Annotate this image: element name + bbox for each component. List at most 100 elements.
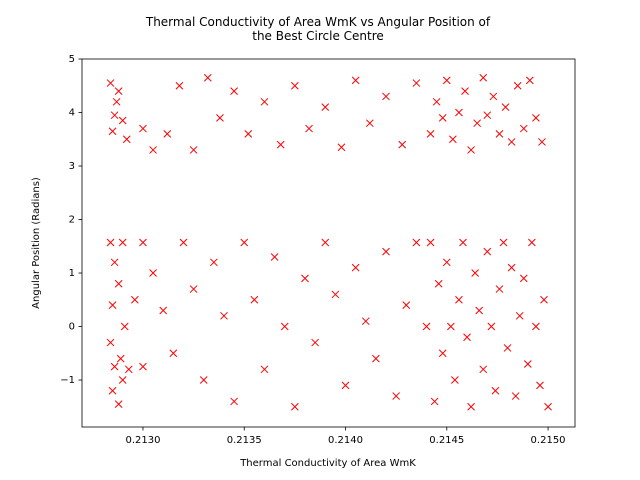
point [120, 322, 129, 331]
point [244, 130, 253, 138]
point [449, 135, 457, 144]
point [260, 97, 269, 106]
point [495, 285, 504, 293]
point [503, 344, 512, 352]
point [163, 130, 172, 138]
point [139, 238, 147, 247]
point [536, 381, 544, 390]
point [451, 376, 459, 384]
point [321, 238, 330, 247]
point [455, 108, 463, 117]
point [124, 365, 133, 374]
point [467, 402, 475, 411]
y-tick-label: −1 [60, 375, 75, 386]
y-tick-label: 1 [69, 268, 75, 279]
point [507, 138, 516, 146]
point [118, 116, 127, 125]
point [430, 397, 439, 406]
point [270, 253, 279, 261]
point [446, 322, 455, 331]
point [519, 124, 528, 133]
point [131, 295, 139, 304]
point [305, 124, 313, 133]
point [434, 279, 443, 288]
point [540, 295, 548, 304]
point [513, 81, 522, 90]
point [331, 290, 340, 299]
point [392, 392, 401, 400]
point [114, 279, 123, 288]
point [230, 397, 238, 406]
point [291, 402, 299, 411]
point [528, 238, 536, 247]
point [515, 311, 524, 320]
point [461, 87, 469, 95]
point [463, 333, 471, 342]
point [276, 140, 285, 149]
point [402, 301, 411, 309]
point [507, 263, 516, 272]
chart-title: Thermal Conductivity of Area WmK vs Angu… [145, 15, 491, 43]
point [489, 92, 498, 101]
point [351, 76, 360, 85]
point [106, 79, 115, 87]
point [361, 317, 370, 326]
point [301, 274, 309, 283]
x-tick-label: 0.2130 [125, 435, 160, 446]
point [122, 135, 131, 144]
point [106, 238, 115, 247]
point [337, 143, 346, 152]
point [203, 73, 212, 82]
point [471, 269, 479, 277]
x-tick-label: 0.2135 [227, 435, 262, 446]
point [365, 119, 374, 128]
point [159, 306, 168, 315]
point [398, 140, 407, 149]
point [487, 322, 496, 331]
point [538, 138, 546, 146]
point [438, 114, 447, 122]
point [438, 349, 447, 358]
point [189, 146, 198, 154]
point [220, 311, 228, 320]
point [426, 238, 435, 247]
point [291, 81, 299, 90]
x-tick-label: 0.2145 [429, 435, 464, 446]
point [495, 130, 504, 138]
point [199, 376, 208, 384]
point [240, 238, 249, 247]
point [110, 362, 119, 371]
point [501, 103, 510, 112]
point [479, 73, 488, 82]
y-tick-label: 5 [69, 54, 75, 65]
point [108, 301, 117, 309]
point [442, 76, 451, 85]
point [108, 127, 117, 136]
point [519, 274, 528, 283]
point [467, 146, 475, 154]
point [442, 258, 451, 267]
point [311, 338, 319, 347]
point [523, 360, 532, 368]
point [525, 76, 534, 85]
point [139, 124, 147, 133]
y-tick-label: 2 [69, 215, 75, 226]
y-tick-label: 3 [69, 161, 75, 172]
point [382, 247, 390, 256]
point [118, 376, 127, 384]
point [149, 269, 157, 277]
point [118, 238, 127, 247]
point [341, 381, 350, 390]
point [280, 322, 289, 331]
point [382, 92, 390, 101]
point [422, 322, 431, 331]
point [108, 386, 117, 395]
point [544, 402, 552, 411]
point [426, 130, 435, 138]
point [511, 392, 520, 400]
point [475, 306, 484, 315]
point [149, 146, 157, 154]
point [189, 285, 198, 293]
point [116, 354, 125, 363]
